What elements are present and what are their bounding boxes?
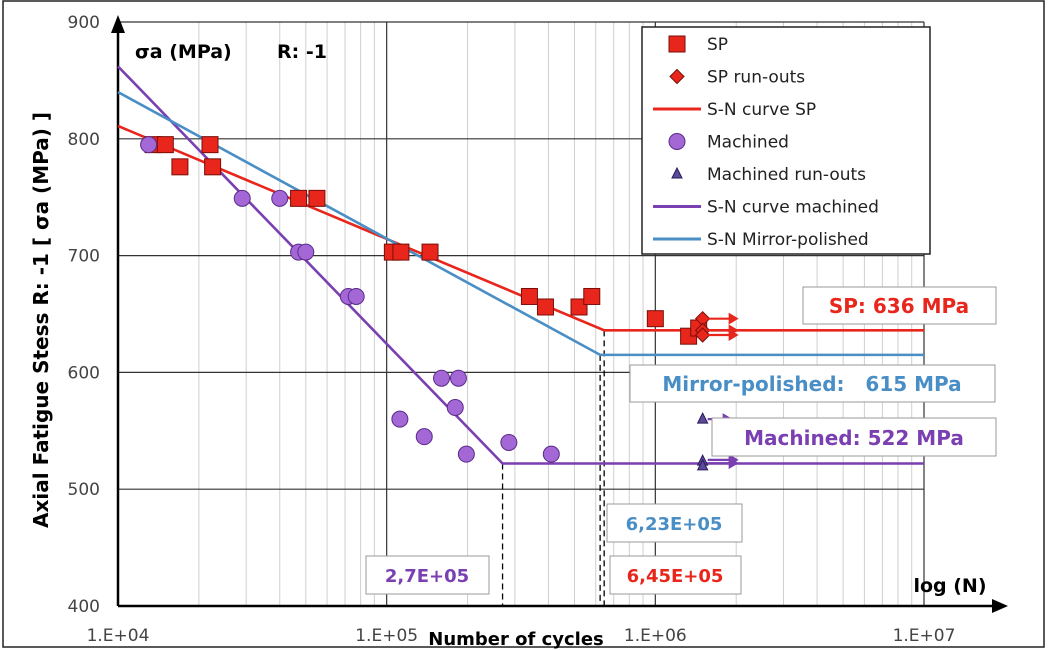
marker-sp <box>201 136 219 154</box>
marker-machined-run-outs <box>696 458 709 471</box>
annotation-623e5-text: 6,23E+05 <box>626 514 723 535</box>
legend-s-n-mirror-polished-label: S-N Mirror-polished <box>707 230 869 250</box>
x-tick-label: 1.E+06 <box>624 626 687 646</box>
annotation-623e5: 6,23E+05 <box>606 503 743 543</box>
y-tick-label: 400 <box>68 597 100 617</box>
y-tick-label: 600 <box>68 363 100 383</box>
x-axis-arrow <box>992 599 1008 613</box>
annotation-27e5-text: 2,7E+05 <box>385 566 469 587</box>
marker-sp <box>536 298 554 316</box>
x-tick-labels: 1.E+04 1.E+05 1.E+06 1.E+07 <box>87 626 956 646</box>
marker-machined <box>415 428 433 446</box>
marker-machined <box>433 369 451 387</box>
x-tick-label: 1.E+05 <box>355 626 418 646</box>
y-tick-label: 800 <box>68 130 100 150</box>
marker-machined <box>140 136 158 154</box>
marker-machined <box>542 445 560 463</box>
y-tick-labels: 400 500 600 700 800 900 <box>68 13 100 617</box>
marker-machined <box>446 398 464 416</box>
marker-sp <box>156 136 174 154</box>
legend-sp-label: SP <box>707 35 728 55</box>
legend-box <box>641 26 931 255</box>
ratio-label: R: -1 <box>277 41 327 63</box>
legend-s-n-curve-machined-label: S-N curve machined <box>707 198 879 218</box>
legend-machined-swatch <box>668 133 686 150</box>
marker-machined <box>500 433 518 451</box>
legend-machined-run-outs-swatch <box>671 166 683 179</box>
marker-machined-run-outs <box>696 412 709 424</box>
marker-sp <box>392 243 410 261</box>
y-tick-label: 500 <box>68 480 100 500</box>
machined-runout-arrow-head <box>728 453 739 466</box>
legend-machined-label: Machined <box>707 133 789 153</box>
annotation-machined-text: Machined: 522 MPa <box>744 426 964 450</box>
y-axis-arrow <box>111 15 125 33</box>
curve-s-n-mirror-polished <box>117 90 924 357</box>
marker-machined <box>271 189 289 207</box>
data-markers <box>140 136 711 471</box>
legend-sp-swatch <box>668 35 686 53</box>
marker-machined <box>391 410 409 428</box>
marker-machined <box>233 189 251 207</box>
x-tick-label: 1.E+04 <box>87 626 150 646</box>
y-tick-label: 700 <box>68 247 100 267</box>
annotation-sp-text: SP: 636 MPa <box>829 294 969 318</box>
annotation-645e5-text: 6,45E+05 <box>627 566 724 587</box>
marker-sp <box>583 287 601 305</box>
threshold-dashed-lines <box>501 330 605 606</box>
annotation-27e5: 2,7E+05 <box>365 555 490 595</box>
sp-runout-arrow-head <box>728 312 739 325</box>
legend-sp-run-outs-swatch <box>669 68 685 85</box>
marker-machined <box>449 369 467 387</box>
legend-machined-run-outs-label: Machined run-outs <box>707 165 866 185</box>
marker-sp <box>520 287 538 305</box>
marker-sp <box>308 189 326 207</box>
y-axis-top-label: σa (MPa) <box>135 41 232 63</box>
runout-arrows <box>707 312 739 470</box>
x-axis-label: Number of cycles <box>428 629 604 650</box>
x-axis-end-label: log (N) <box>913 575 986 597</box>
marker-sp <box>171 158 189 176</box>
marker-sp <box>570 298 588 316</box>
marker-machined <box>457 445 475 463</box>
marker-machined <box>297 243 315 261</box>
legend-s-n-curve-sp-label: S-N curve SP <box>707 100 816 120</box>
y-tick-label: 900 <box>68 13 100 33</box>
annotation-sp: SP: 636 MPa <box>802 286 997 325</box>
legend: SP SP run-outs S-N curve SP Machined Machine… <box>641 26 931 255</box>
annotation-mirror: Mirror-polished: 615 MPa <box>629 364 996 403</box>
annotation-machined: Machined: 522 MPa <box>711 417 997 457</box>
marker-sp <box>421 243 439 261</box>
marker-sp <box>290 189 308 207</box>
marker-machined <box>347 287 365 305</box>
annotation-mirror-text: Mirror-polished: 615 MPa <box>662 372 961 396</box>
y-axis-label: Axial Fatigue Stess R: -1 [ σa (MPa) ] <box>29 112 53 528</box>
annotation-645e5: 6,45E+05 <box>609 555 742 595</box>
legend-sp-run-outs-label: SP run-outs <box>707 68 805 88</box>
marker-sp-run-outs <box>694 327 711 343</box>
x-tick-label: 1.E+07 <box>893 626 956 646</box>
sp-runout-arrow-head <box>728 329 739 342</box>
marker-sp <box>646 310 664 328</box>
marker-sp <box>204 158 222 176</box>
